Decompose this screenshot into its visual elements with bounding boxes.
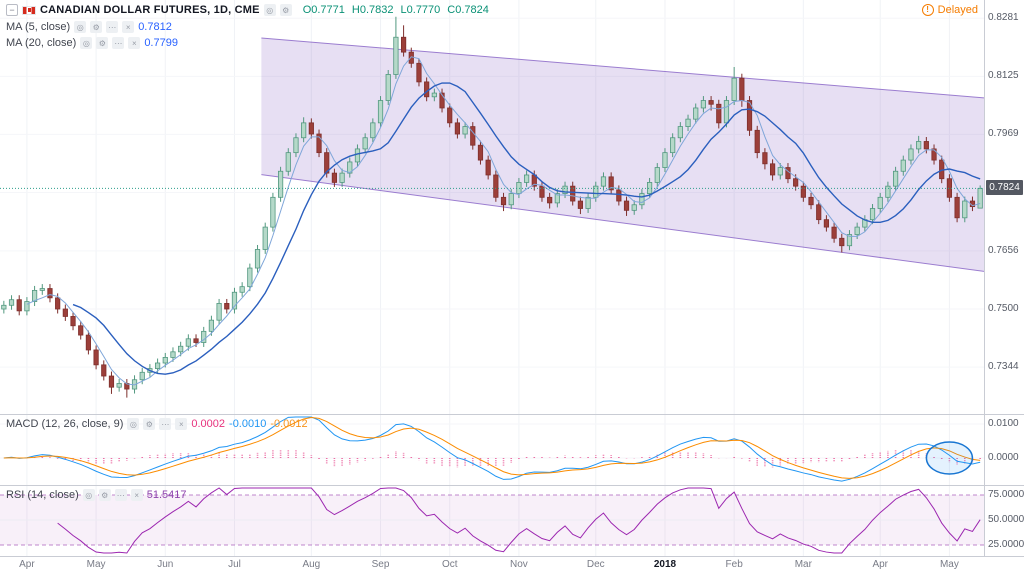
more-options-icon[interactable]: ⋯ — [106, 21, 119, 33]
price-axis-label: 0.0000 — [988, 452, 1019, 463]
ma5-line — [26, 56, 981, 386]
price-axis-label: 25.0000 — [988, 539, 1024, 550]
canada-flag-icon — [22, 5, 36, 15]
rsi-label[interactable]: RSI (14, close) — [6, 489, 79, 501]
high-label: H — [351, 4, 360, 16]
macd-histogram — [10, 449, 981, 468]
time-axis-label: Dec — [586, 559, 605, 570]
open-value: 0.7771 — [311, 4, 345, 16]
close-value: 0.7824 — [455, 4, 489, 16]
time-axis[interactable]: Apr May Jun Jul Aug Sep Oct Nov Dec 2018 Feb Mar Apr… — [0, 556, 1024, 572]
eye-icon[interactable]: ◎ — [127, 418, 140, 430]
price-axis-label: 50.0000 — [988, 514, 1024, 525]
time-axis-label: Mar — [794, 559, 812, 570]
rsi-line — [57, 487, 981, 554]
close-icon[interactable]: × — [122, 21, 135, 33]
macd-line-value: -0.0010 — [229, 418, 267, 430]
macd-signal-value: -0.0012 — [270, 418, 308, 430]
time-axis-label: Apr — [19, 559, 35, 570]
time-axis-label: Feb — [725, 559, 743, 570]
ma5-label[interactable]: MA (5, close) — [6, 21, 71, 33]
close-icon[interactable]: × — [130, 489, 143, 501]
more-options-icon[interactable]: ⋯ — [114, 489, 127, 501]
panel-separator[interactable] — [0, 414, 1024, 415]
high-value: 0.7832 — [359, 4, 394, 16]
close-icon[interactable]: × — [175, 418, 188, 430]
time-axis-label: Apr — [872, 559, 888, 570]
macd-highlight-circle-drawing[interactable] — [925, 441, 974, 475]
descending-channel-drawing[interactable] — [261, 37, 984, 272]
price-axis[interactable]: 0.7824 0.8281 0.8125 0.7969 0.7656 0.7500 0.7… — [984, 0, 1024, 572]
price-axis-label: 0.8125 — [988, 70, 1019, 82]
close-label: C — [447, 4, 456, 16]
time-axis-label: May — [86, 559, 106, 570]
time-axis-label: Jul — [228, 559, 241, 570]
macd-signal-line — [3, 417, 981, 479]
time-axis-label: Oct — [441, 559, 458, 570]
macd-line — [3, 416, 981, 482]
time-axis-label: Sep — [371, 559, 390, 570]
eye-icon[interactable]: ◎ — [82, 489, 95, 501]
ma5-value: 0.7812 — [138, 21, 172, 33]
gear-icon[interactable]: ⚙ — [98, 489, 111, 501]
open-label: O — [302, 4, 312, 16]
macd-legend: MACD (12, 26, close, 9) ◎ ⚙ ⋯ × 0.0002 -… — [6, 417, 308, 431]
time-axis-label: Aug — [302, 559, 321, 570]
symbol-legend: − CANADIAN DOLLAR FUTURES, 1D, CME ◎ ⚙ O… — [6, 3, 489, 17]
price-axis-label: 0.7969 — [988, 128, 1019, 140]
time-axis-label: Nov — [510, 559, 528, 570]
eye-icon[interactable]: ◎ — [263, 4, 276, 16]
gear-icon[interactable]: ⚙ — [96, 37, 109, 49]
gear-icon[interactable]: ⚙ — [279, 4, 292, 16]
delayed-label: Delayed — [937, 4, 978, 16]
macd-hist-value: 0.0002 — [191, 418, 226, 430]
price-axis-label: 0.7344 — [988, 361, 1019, 373]
price-axis-label: 0.8281 — [988, 12, 1019, 24]
eye-icon[interactable]: ◎ — [74, 21, 87, 33]
macd-label[interactable]: MACD (12, 26, close, 9) — [6, 418, 124, 430]
ohlc-readout: O0.7771 H0.7832 L0.7770 C0.7824 — [303, 4, 489, 16]
time-axis-label: 2018 — [653, 559, 677, 570]
panel-separator[interactable] — [0, 485, 1024, 486]
ma20-label[interactable]: MA (20, close) — [6, 37, 77, 49]
ma20-legend: MA (20, close) ◎ ⚙ ⋯ × 0.7799 — [6, 36, 178, 50]
more-options-icon[interactable]: ⋯ — [112, 37, 125, 49]
price-axis-label: 0.7656 — [988, 244, 1019, 256]
low-label: L — [400, 4, 407, 16]
price-axis-label: 0.0100 — [988, 418, 1019, 429]
close-icon[interactable]: × — [128, 37, 141, 49]
ma20-value: 0.7799 — [144, 37, 178, 49]
ma20-line — [72, 82, 981, 375]
price-axis-label: 0.7500 — [988, 303, 1019, 314]
eye-icon[interactable]: ◎ — [80, 37, 93, 49]
symbol-title: CANADIAN DOLLAR FUTURES, 1D, CME — [40, 4, 260, 16]
candles-layer — [1, 16, 983, 398]
rsi-panel-canvas[interactable] — [0, 485, 984, 556]
low-value: 0.7770 — [406, 4, 441, 16]
time-axis-label: Jun — [157, 559, 174, 570]
main-chart-canvas[interactable] — [0, 0, 984, 414]
gear-icon[interactable]: ⚙ — [90, 21, 103, 33]
price-axis-label: 75.0000 — [988, 489, 1024, 500]
last-price-badge: 0.7824 — [986, 180, 1023, 196]
gear-icon[interactable]: ⚙ — [143, 418, 156, 430]
collapse-legend-button[interactable]: − — [6, 4, 18, 16]
delayed-warning-icon: ! — [921, 4, 934, 16]
time-axis-label: May — [939, 559, 959, 570]
more-options-icon[interactable]: ⋯ — [159, 418, 172, 430]
rsi-legend: RSI (14, close) ◎ ⚙ ⋯ × 51.5417 — [6, 488, 187, 502]
rsi-value: 51.5417 — [146, 489, 187, 501]
ma5-legend: MA (5, close) ◎ ⚙ ⋯ × 0.7812 — [6, 20, 172, 34]
delayed-data-badge[interactable]: ! Delayed — [921, 4, 978, 16]
